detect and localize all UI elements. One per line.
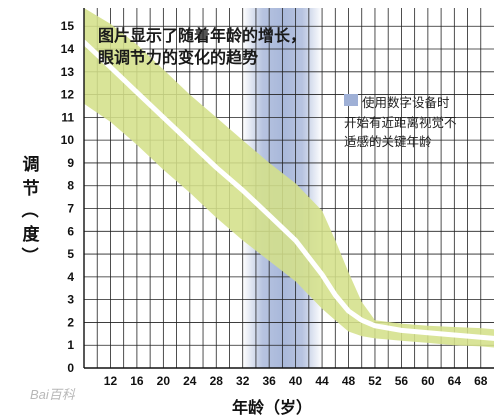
legend-line-1: 使用数字设备时 [362,95,450,110]
y-tick-label: 14 [61,42,75,56]
legend-line-2: 开始有近距离视觉不 [344,115,457,130]
chart-title-line-2: 眼调节力的变化的趋势 [98,48,259,67]
x-tick-label: 44 [315,374,329,388]
x-tick-label: 12 [104,374,118,388]
y-tick-label: 1 [67,338,74,352]
legend-line-3: 适感的关键年龄 [344,134,432,149]
y-tick-label: 11 [61,110,74,124]
x-tick-label: 52 [368,374,382,388]
y-tick-label: 7 [67,202,74,216]
y-tick-label: 12 [61,88,75,102]
x-tick-label: 40 [289,374,303,388]
x-tick-label: 64 [448,374,462,388]
x-tick-label: 16 [130,374,144,388]
y-axis-label-char: 节 [22,179,40,199]
y-axis-label-char: ） [18,247,39,264]
y-tick-label: 15 [61,19,75,33]
y-tick-label: 9 [67,156,74,170]
x-tick-label: 36 [262,374,276,388]
y-tick-label: 4 [67,270,74,284]
y-axis-label-char: 调 [22,155,40,175]
y-tick-label: 8 [67,179,74,193]
x-tick-label: 24 [183,374,197,388]
x-tick-label: 20 [157,374,171,388]
mean-line [81,39,497,341]
x-tick-label: 68 [474,374,488,388]
y-tick-label: 3 [67,293,74,307]
chart-title-line-1: 图片显示了随着年龄的增长， [98,26,307,45]
y-tick-label: 0 [67,361,74,375]
x-tick-label: 60 [421,374,435,388]
axis-layer [83,8,494,369]
y-axis-label-char: 度 [22,225,40,245]
y-tick-label: 6 [67,224,74,238]
y-tick-label: 10 [61,133,75,147]
x-tick-label: 56 [395,374,409,388]
series-layer [81,8,497,348]
x-tick-label: 28 [210,374,224,388]
y-tick-label: 2 [67,315,74,329]
legend-swatch [344,94,358,106]
range-band-area [84,8,494,348]
x-axis-label: 年龄（岁） [232,398,313,417]
y-tick-label: 13 [61,65,75,79]
x-tick-label: 48 [342,374,356,388]
y-tick-label: 5 [67,247,74,261]
watermark: Bai百科 [30,387,75,402]
x-tick-label: 32 [236,374,250,388]
